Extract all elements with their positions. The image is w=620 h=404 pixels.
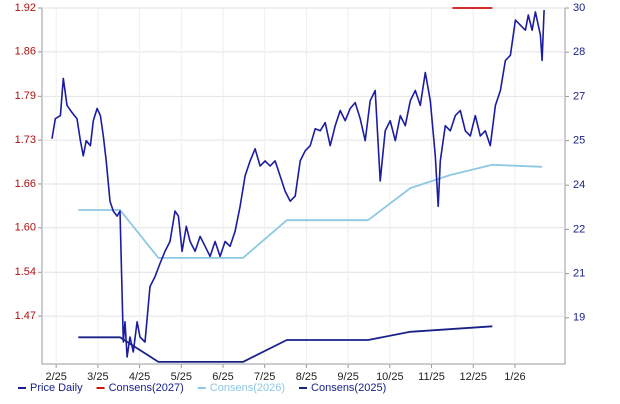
y-tick-label: 1.47: [15, 310, 36, 322]
x-tick-label: 2/25: [45, 371, 66, 383]
line-series: [51, 9, 545, 358]
x-tick-label: 5/25: [171, 371, 192, 383]
y2-tick-label: 24: [573, 179, 585, 191]
legend-label: Consens(2027): [109, 382, 184, 394]
x-tick-label: 9/25: [337, 371, 358, 383]
y-tick-label: 1.86: [15, 46, 36, 58]
y2-tick-label: 25: [573, 135, 585, 147]
y2-tick-label: 21: [573, 267, 585, 279]
plot-area: [41, 7, 566, 365]
x-tick-label: 12/25: [459, 371, 487, 383]
line-series: [78, 163, 543, 259]
x-tick-label: 4/25: [129, 371, 150, 383]
y-tick-label: 1.79: [15, 90, 36, 102]
y-tick-label: 1.60: [15, 222, 36, 234]
legend-label: Price Daily: [30, 382, 83, 394]
legend-label: Consens(2026): [210, 382, 285, 394]
x-tick-label: 3/25: [87, 371, 108, 383]
legend-label: Consens(2025): [311, 382, 386, 394]
y-tick-label: 1.54: [15, 266, 36, 278]
x-tick-label: 10/25: [376, 371, 404, 383]
x-tick-label: 7/25: [254, 371, 275, 383]
y-tick-label: 1.73: [15, 134, 36, 146]
y-tick-label: 1.92: [15, 2, 36, 14]
y-tick-label: 1.66: [15, 178, 36, 190]
y2-tick-label: 30: [573, 2, 585, 14]
x-tick-label: 11/25: [418, 371, 445, 383]
y2-tick-label: 19: [573, 312, 585, 324]
x-tick-label: 6/25: [212, 371, 233, 383]
y2-tick-label: 22: [573, 223, 585, 235]
y2-tick-label: 27: [573, 90, 585, 102]
x-tick-label: 1/26: [504, 371, 525, 383]
y2-tick-label: 28: [573, 46, 585, 58]
x-tick-label: 8/25: [296, 371, 317, 383]
